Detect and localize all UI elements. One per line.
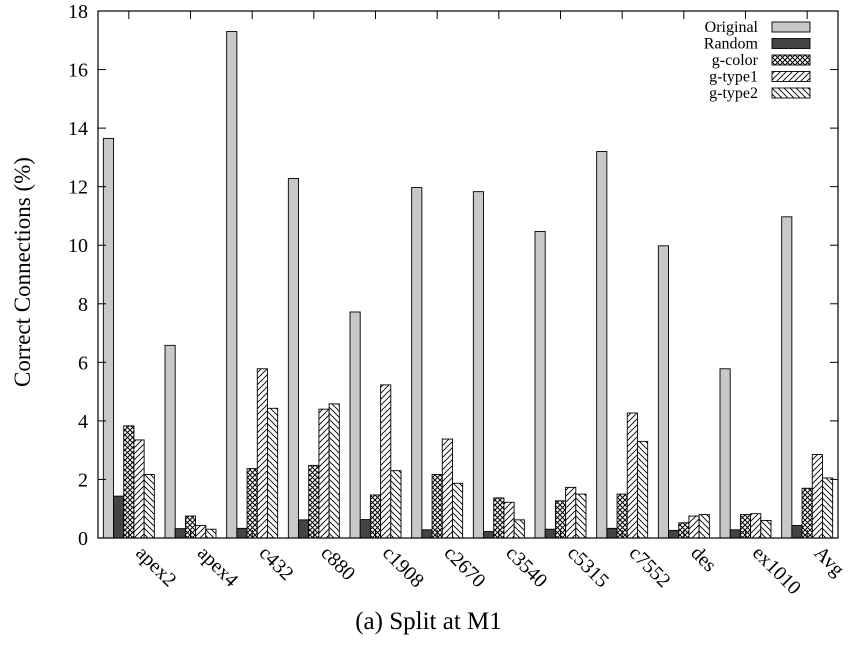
plot-frame xyxy=(97,10,839,539)
legend-label: g-type1 xyxy=(709,69,758,86)
bar-original-c432 xyxy=(226,31,238,539)
bar-original-c2670 xyxy=(411,187,423,539)
x-tick-label: c7552 xyxy=(625,542,675,592)
bar-g-type1-avg xyxy=(811,454,823,539)
legend-swatch xyxy=(771,54,811,66)
bar-original-c1908 xyxy=(349,311,361,539)
bar-g-type2-des xyxy=(698,514,710,539)
bar-g-type2-apex2 xyxy=(143,474,155,539)
x-tick-label: c432 xyxy=(255,542,298,585)
x-tick-label: des xyxy=(686,542,721,577)
bar-random-c3540 xyxy=(483,531,495,539)
figure-caption: (a) Split at M1 xyxy=(355,608,502,635)
x-tick-label: Avg xyxy=(810,542,849,581)
y-axis-title-group: Correct Connections (%) xyxy=(10,157,35,387)
bar-g-type1-c3540 xyxy=(503,501,515,539)
bar-chart: Correct Connections (%) 0 2 4 6 8 10 12 14 16 18 a… xyxy=(10,1,849,599)
bar-random-c432 xyxy=(236,527,248,539)
y-tick-label: 2 xyxy=(78,469,88,491)
bar-random-apex4 xyxy=(174,528,186,539)
bar-original-c5315 xyxy=(534,231,546,539)
legend-swatch xyxy=(771,21,811,33)
legend-label: g-type2 xyxy=(709,85,758,102)
bar-g-type1-c880 xyxy=(318,408,330,539)
bar-g-type2-c5315 xyxy=(575,493,587,539)
bar-original-c3540 xyxy=(472,191,484,539)
y-tick-label: 4 xyxy=(78,411,88,433)
y-tick-label: 12 xyxy=(68,177,88,199)
bar-random-c880 xyxy=(298,519,310,539)
bar-g-type1-c432 xyxy=(256,368,268,539)
bar-g-type2-avg xyxy=(822,477,834,539)
legend-swatch xyxy=(771,38,811,49)
x-tick-label: ex1010 xyxy=(748,542,805,599)
bar-original-apex4 xyxy=(164,344,176,539)
bar-g-color-c2670 xyxy=(431,474,443,539)
bar-random-c2670 xyxy=(421,529,433,539)
bar-random-c7552 xyxy=(606,527,618,539)
bar-g-type1-apex2 xyxy=(133,439,145,539)
bar-original-apex2 xyxy=(102,137,114,539)
bar-g-type1-c1908 xyxy=(380,384,392,539)
bar-g-type2-c7552 xyxy=(637,440,649,539)
bar-g-type2-c432 xyxy=(267,407,279,539)
legend-swatch xyxy=(771,87,811,99)
bar-original-c7552 xyxy=(596,151,608,539)
x-tick-label: c1908 xyxy=(378,542,428,592)
x-tick-label: apex4 xyxy=(193,542,242,591)
legend-label: Random xyxy=(704,36,759,53)
bar-g-type2-c880 xyxy=(328,403,340,539)
y-axis-title: Correct Connections (%) xyxy=(10,157,35,387)
legend-label: Original xyxy=(705,19,759,36)
bar-g-type1-ex1010 xyxy=(750,513,762,539)
bar-g-type1-c7552 xyxy=(626,412,638,539)
bar-g-color-apex2 xyxy=(123,425,135,539)
bar-original-des xyxy=(657,245,669,539)
legend-label: g-color xyxy=(712,52,759,69)
bar-g-type1-c2670 xyxy=(441,438,453,539)
bar-random-c1908 xyxy=(359,519,371,539)
x-tick-label: c2670 xyxy=(440,542,490,592)
bar-g-color-c432 xyxy=(246,468,258,539)
bar-random-ex1010 xyxy=(729,529,741,539)
bar-random-avg xyxy=(791,524,803,539)
bar-g-type2-c1908 xyxy=(390,470,402,539)
bar-random-apex2 xyxy=(113,495,125,539)
bar-original-c880 xyxy=(287,178,299,539)
bar-g-type2-apex4 xyxy=(205,528,217,539)
bar-random-c5315 xyxy=(544,528,556,539)
bar-g-type2-c2670 xyxy=(452,482,464,539)
x-tick-label: c3540 xyxy=(501,542,551,592)
y-tick-label: 14 xyxy=(68,118,88,140)
x-tick-label: apex2 xyxy=(131,542,180,591)
bar-g-type2-c3540 xyxy=(513,519,525,539)
bar-g-type1-des xyxy=(688,515,700,539)
y-tick-label: 8 xyxy=(78,294,88,316)
x-tick-label: c880 xyxy=(316,542,359,585)
bar-random-des xyxy=(668,529,680,539)
x-tick-label: c5315 xyxy=(563,542,613,592)
bar-g-type1-apex4 xyxy=(195,524,207,539)
y-tick-label: 6 xyxy=(78,352,88,374)
bar-original-ex1010 xyxy=(719,368,731,539)
y-tick-label: 18 xyxy=(68,1,88,23)
y-tick-label: 16 xyxy=(68,60,88,82)
bar-g-type2-ex1010 xyxy=(760,519,772,539)
bar-g-type1-c5315 xyxy=(565,486,577,539)
bar-g-color-c880 xyxy=(308,464,320,539)
bar-original-avg xyxy=(781,216,793,539)
y-tick-label: 10 xyxy=(68,235,88,257)
legend-swatch xyxy=(771,71,811,82)
y-tick-label: 0 xyxy=(78,528,88,550)
